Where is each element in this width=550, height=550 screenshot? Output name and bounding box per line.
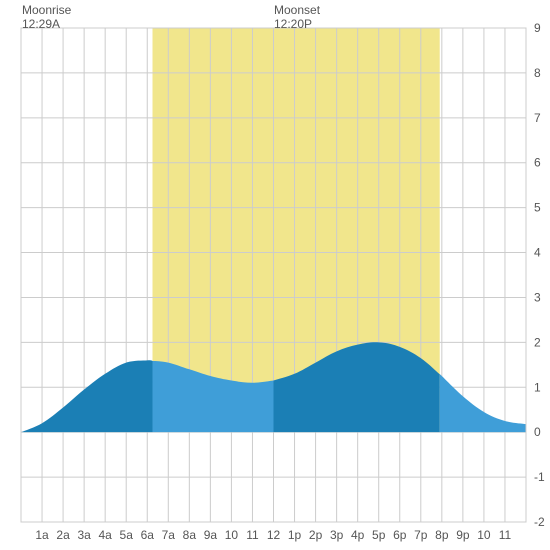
y-tick-label: 3 — [534, 290, 541, 304]
x-tick-label: 10 — [225, 528, 239, 542]
x-tick-label: 8p — [435, 528, 449, 542]
x-tick-label: 2a — [56, 528, 70, 542]
x-tick-label: 6p — [393, 528, 407, 542]
x-tick-label: 5p — [372, 528, 386, 542]
x-tick-label: 5a — [120, 528, 134, 542]
y-tick-label: 4 — [534, 246, 541, 260]
x-tick-label: 7a — [162, 528, 176, 542]
moonset-title: Moonset — [274, 3, 320, 17]
y-tick-label: 7 — [534, 111, 541, 125]
x-tick-label: 8a — [183, 528, 197, 542]
x-tick-label: 6a — [141, 528, 155, 542]
moonrise-time: 12:29A — [22, 17, 60, 31]
y-tick-label: 8 — [534, 66, 541, 80]
y-tick-label: 1 — [534, 380, 541, 394]
y-tick-label: 6 — [534, 156, 541, 170]
x-tick-label: 4p — [351, 528, 365, 542]
y-tick-label: 2 — [534, 335, 541, 349]
x-tick-label: 3a — [77, 528, 91, 542]
x-tick-label: 9p — [456, 528, 470, 542]
y-tick-label: 5 — [534, 201, 541, 215]
chart-svg: -2-101234567891a2a3a4a5a6a7a8a9a1011121p… — [0, 0, 550, 550]
x-tick-label: 9a — [204, 528, 218, 542]
y-tick-label: 0 — [534, 425, 541, 439]
x-tick-label: 10 — [477, 528, 491, 542]
y-tick-label: -2 — [534, 515, 545, 529]
x-tick-label: 12 — [267, 528, 281, 542]
y-tick-label: -1 — [534, 470, 545, 484]
x-tick-label: 11 — [499, 528, 512, 542]
moonset-time: 12:20P — [274, 17, 312, 31]
x-tick-label: 1a — [35, 528, 49, 542]
y-tick-label: 9 — [534, 21, 541, 35]
moonrise-label: Moonrise 12:29A — [22, 3, 71, 32]
tide-area — [21, 360, 153, 432]
moonrise-title: Moonrise — [22, 3, 71, 17]
tide-chart: Moonrise 12:29A Moonset 12:20P -2-101234… — [0, 0, 550, 550]
x-tick-label: 11 — [246, 528, 259, 542]
x-tick-label: 7p — [414, 528, 428, 542]
x-tick-label: 3p — [330, 528, 344, 542]
tide-area — [439, 374, 526, 432]
x-tick-label: 4a — [98, 528, 112, 542]
x-tick-label: 1p — [288, 528, 302, 542]
moonset-label: Moonset 12:20P — [274, 3, 320, 32]
x-tick-label: 2p — [309, 528, 323, 542]
